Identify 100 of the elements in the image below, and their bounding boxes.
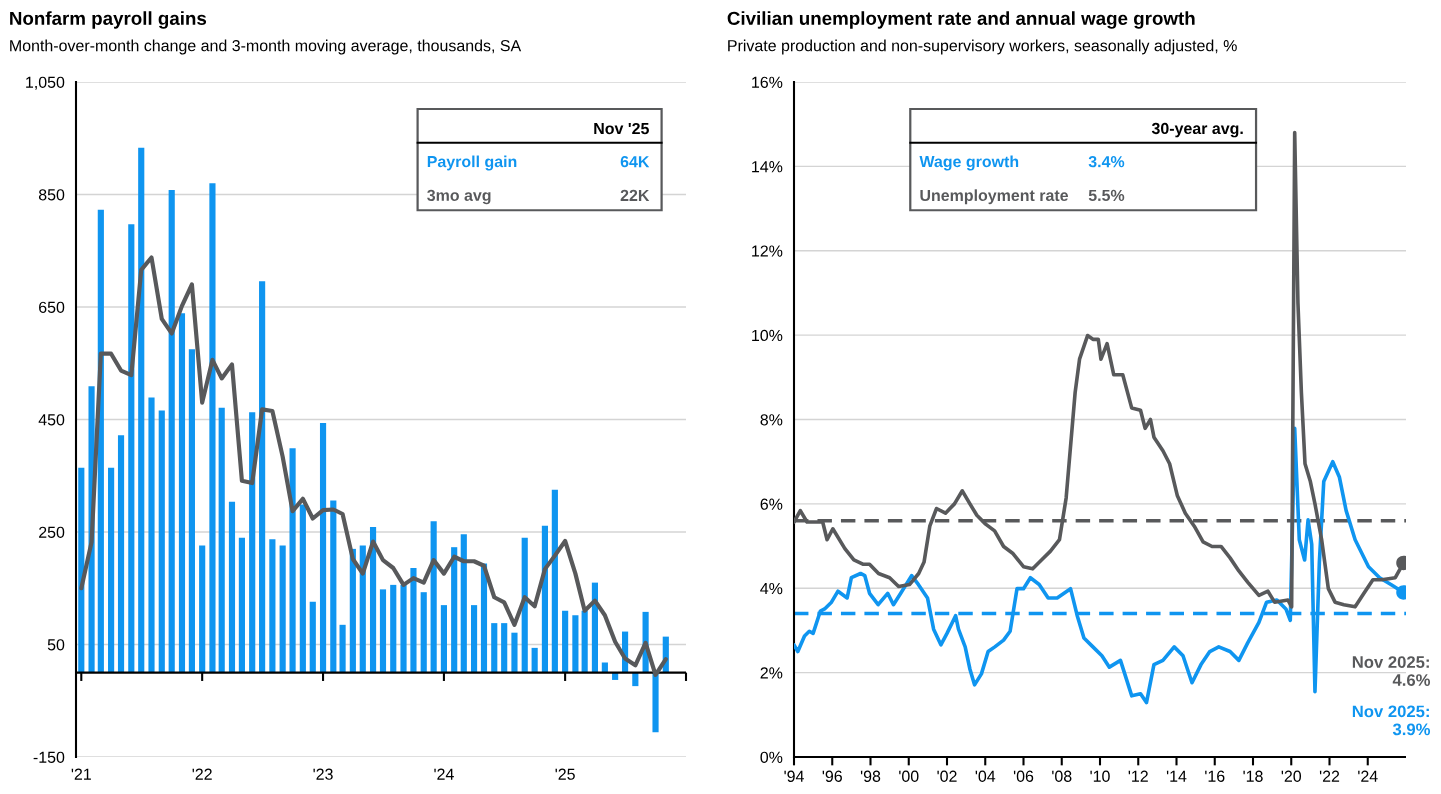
x-tick-label: '04 (975, 770, 996, 782)
bar (390, 584, 397, 673)
bar (228, 501, 236, 673)
text: Payroll gain (427, 155, 517, 171)
x-tick-label: '98 (860, 770, 881, 782)
x-tick-label: '24 (434, 768, 454, 780)
chart-title: Nonfarm payroll gains (10, 11, 207, 29)
text: 3mo avg (427, 189, 491, 205)
bar (330, 500, 337, 673)
x-tick-label: '24 (1358, 770, 1378, 782)
bar (289, 448, 296, 673)
bar (470, 605, 478, 673)
x-tick-label: '08 (1052, 770, 1072, 782)
y-tick-label: 850 (38, 189, 65, 201)
line-series (79, 255, 668, 677)
x-tick-label: '21 (71, 768, 91, 780)
bar (138, 147, 145, 673)
bar (572, 615, 579, 673)
y-tick-label: 8% (760, 414, 783, 426)
bar (451, 547, 458, 673)
bar (521, 537, 528, 673)
text: Wage growth (919, 155, 1019, 171)
bar (652, 672, 659, 733)
annotation: 22K (620, 189, 650, 201)
y-tick-label: -150 (33, 751, 65, 763)
annotation: 5.5% (1088, 189, 1125, 202)
bar (400, 584, 407, 673)
bar (178, 313, 186, 673)
bar (339, 624, 346, 673)
bar (440, 605, 447, 673)
x-tick-label: '94 (784, 770, 804, 782)
annotation: 3.4% (1088, 155, 1125, 168)
x-tick-label: '18 (1243, 770, 1263, 782)
bar (581, 610, 588, 673)
x-tick-label: '14 (1166, 770, 1187, 782)
x-tick-label: '20 (1281, 770, 1302, 782)
bar (501, 623, 508, 673)
x-tick-label: '22 (192, 768, 212, 780)
bar (430, 521, 437, 673)
y-tick-label: 50 (47, 639, 65, 651)
x-tick-label: '25 (555, 768, 575, 780)
bar (379, 589, 387, 673)
bar (491, 623, 498, 673)
bar (309, 601, 316, 673)
bar (78, 467, 85, 673)
y-tick-label: 1,050 (26, 76, 65, 90)
text: Unemployment rate (920, 189, 1069, 205)
bar (148, 397, 155, 673)
bar (199, 545, 206, 673)
y-tick-label: 12% (752, 245, 783, 257)
bar (410, 568, 417, 673)
annotation: 64K (620, 155, 650, 168)
legend-title: 30-year avg. (1151, 122, 1243, 138)
bar (319, 422, 327, 673)
legend-title: Nov '25 (594, 122, 649, 135)
bar (551, 489, 558, 673)
y-tick-label: 6% (760, 498, 783, 510)
y-tick-label: 4% (760, 582, 783, 595)
annotation: Nov 2025: 4.6% (1352, 656, 1431, 686)
bar (460, 534, 467, 673)
x-tick-label: '02 (937, 770, 957, 782)
x-tick-label: '16 (1205, 770, 1225, 782)
x-tick-label: '12 (1128, 770, 1148, 782)
bar (591, 582, 599, 673)
bar (269, 539, 276, 673)
bar (369, 526, 377, 673)
bar (299, 504, 306, 673)
bar (562, 610, 569, 673)
y-tick-label: 250 (39, 526, 65, 538)
chart-subtitle: Month-over-month change and 3-month moving average, thousands, SA (10, 39, 522, 55)
bar (108, 467, 115, 673)
y-tick-label: 14% (752, 161, 783, 173)
bar (218, 407, 225, 673)
bar (188, 349, 195, 673)
bar (238, 537, 245, 673)
bar (511, 632, 518, 673)
x-tick-label: '96 (822, 770, 842, 782)
bar (249, 412, 256, 673)
y-tick-label: 2% (760, 667, 783, 679)
y-tick-label: 450 (38, 414, 65, 426)
annotation: Nov 2025: 3.9% (1352, 705, 1431, 736)
x-tick-label: '23 (313, 768, 333, 780)
bar (117, 435, 125, 673)
x-tick-label: '00 (899, 770, 919, 782)
x-tick-label: '22 (1319, 770, 1340, 782)
x-tick-label: '10 (1090, 770, 1110, 782)
bar (168, 190, 175, 673)
y-tick-label: 16% (752, 76, 783, 88)
chart-subtitle: Private production and non-supervisory workers, seasonally adjusted, % (728, 39, 1237, 55)
bar (158, 410, 165, 673)
chart-title: Civilian unemployment rate and annual wage growth (727, 11, 1195, 29)
bar (209, 183, 216, 673)
bar (279, 545, 286, 673)
y-tick-label: 650 (39, 301, 65, 313)
bar (531, 647, 538, 673)
bar (259, 281, 266, 673)
y-tick-label: 10% (752, 329, 783, 342)
bar (420, 592, 427, 673)
y-tick-label: 0% (760, 751, 783, 763)
x-tick-label: '06 (1013, 770, 1034, 782)
